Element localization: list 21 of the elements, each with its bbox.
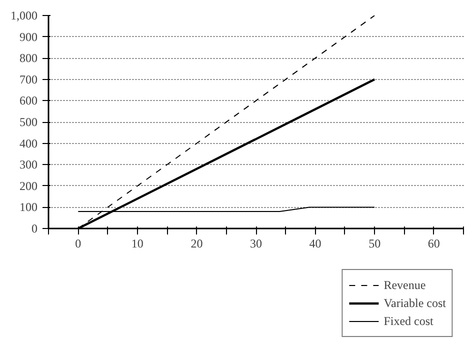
- y-tick-label: 300: [20, 158, 38, 172]
- x-tick-label: 10: [131, 236, 144, 250]
- x-tick-label: 20: [190, 236, 203, 250]
- legend-label: Revenue: [384, 276, 426, 294]
- y-tick-label: 200: [20, 178, 38, 193]
- x-tick-label: 0: [75, 236, 82, 250]
- y-tick-label: 600: [20, 94, 38, 108]
- x-tick-label: 40: [309, 236, 322, 250]
- x-tick-label: 50: [368, 236, 381, 250]
- y-tick-label: 100: [20, 200, 38, 214]
- y-tick-label: 400: [20, 136, 38, 150]
- y-tick-label: 700: [20, 72, 38, 86]
- y-tick-label: 500: [20, 115, 38, 129]
- y-tick-label: 900: [20, 30, 38, 44]
- y-tick-label: 800: [20, 51, 38, 66]
- y-tick-label: 0: [32, 222, 38, 236]
- legend-label: Variable cost: [384, 294, 446, 312]
- x-tick-label: 30: [250, 236, 262, 250]
- y-tick-label: 1,000: [10, 8, 38, 22]
- x-tick-label: 60: [428, 236, 440, 250]
- legend-label: Fixed cost: [384, 312, 434, 330]
